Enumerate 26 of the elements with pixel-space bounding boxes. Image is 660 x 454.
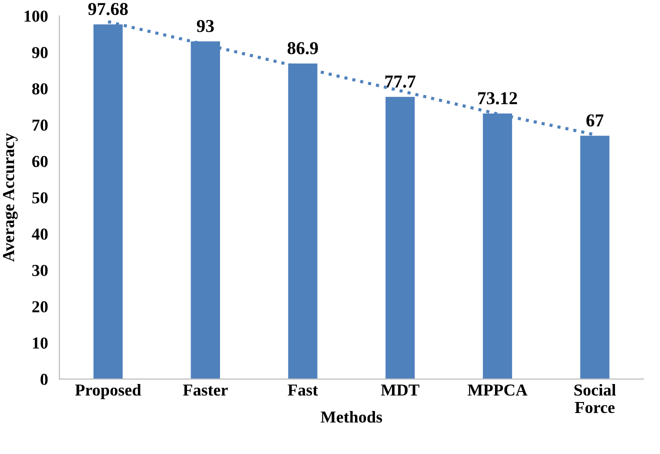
x-tick-label: Faster	[183, 384, 228, 396]
y-tick-label: 0	[40, 374, 48, 386]
data-label: 77.7	[385, 76, 416, 88]
y-tick-label: 10	[32, 337, 48, 349]
y-tick-label: 30	[32, 264, 48, 276]
data-label: 73.12	[478, 92, 518, 104]
data-label: 67	[586, 114, 604, 127]
x-tick-label: MDT	[380, 384, 420, 396]
x-tick-label: Proposed	[75, 384, 142, 400]
data-label: 86.9	[288, 42, 318, 54]
y-tick-label: 60	[32, 156, 48, 168]
y-axis-title: Average Accuracy	[3, 133, 18, 262]
y-tick-label: 70	[32, 120, 48, 131]
data-label: 93	[196, 20, 214, 32]
y-tick-label: 40	[32, 228, 48, 240]
bar	[386, 96, 415, 380]
y-tick-label: 50	[32, 192, 48, 204]
x-axis-title: Methods	[320, 410, 382, 423]
data-label: 97.68	[88, 2, 128, 16]
x-tick-label: Fast	[288, 384, 318, 396]
y-tick-label: 90	[32, 46, 48, 58]
y-tick-label: 20	[32, 301, 48, 312]
x-tick-label: Social Force	[574, 384, 616, 414]
y-tick-label: 100	[24, 10, 48, 22]
y-tick-label: 80	[32, 83, 48, 94]
x-tick-label: MPPCA	[468, 384, 528, 396]
